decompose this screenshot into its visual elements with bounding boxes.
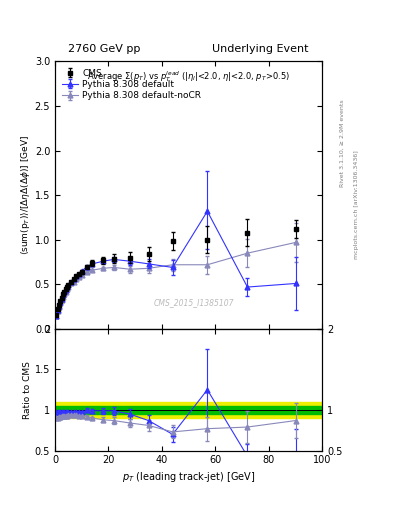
Legend: CMS, Pythia 8.308 default, Pythia 8.308 default-noCR: CMS, Pythia 8.308 default, Pythia 8.308 … — [59, 66, 204, 103]
Text: Underlying Event: Underlying Event — [212, 44, 309, 54]
Text: Average $\Sigma(p_T)$ vs $p_T^{lead}$ ($|\eta_l|$<2.0, $\eta$|<2.0, $p_T$>0.5): Average $\Sigma(p_T)$ vs $p_T^{lead}$ ($… — [87, 70, 290, 84]
Text: 2760 GeV pp: 2760 GeV pp — [68, 44, 141, 54]
Y-axis label: Ratio to CMS: Ratio to CMS — [23, 361, 32, 419]
Y-axis label: $\langle$sum(p$_{T}$)$\rangle$/[$\Delta\eta\Delta(\Delta\phi)$] [GeV]: $\langle$sum(p$_{T}$)$\rangle$/[$\Delta\… — [19, 135, 32, 255]
Text: mcplots.cern.ch [arXiv:1306.3436]: mcplots.cern.ch [arXiv:1306.3436] — [354, 151, 359, 259]
Bar — [55, 406, 322, 414]
Text: CMS_2015_I1385107: CMS_2015_I1385107 — [154, 297, 234, 307]
X-axis label: $p_T$ (leading track-jet) [GeV]: $p_T$ (leading track-jet) [GeV] — [122, 470, 255, 484]
Bar — [55, 402, 322, 418]
Text: Rivet 3.1.10, ≥ 2.9M events: Rivet 3.1.10, ≥ 2.9M events — [340, 99, 345, 187]
